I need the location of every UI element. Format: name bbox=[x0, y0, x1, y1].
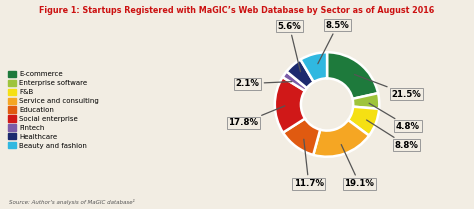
Text: 5.6%: 5.6% bbox=[278, 22, 301, 72]
Wedge shape bbox=[301, 52, 327, 82]
Wedge shape bbox=[313, 120, 369, 157]
Legend: E-commerce, Enterprise software, F&B, Service and consulting, Education, Social : E-commerce, Enterprise software, F&B, Se… bbox=[8, 71, 99, 149]
Wedge shape bbox=[348, 107, 379, 136]
Wedge shape bbox=[353, 93, 379, 109]
Wedge shape bbox=[275, 77, 305, 133]
Wedge shape bbox=[287, 60, 314, 88]
Wedge shape bbox=[327, 52, 378, 99]
Text: 19.1%: 19.1% bbox=[341, 145, 374, 189]
Text: Source: Author’s analysis of MaGIC database¹: Source: Author’s analysis of MaGIC datab… bbox=[9, 199, 136, 205]
Text: 17.8%: 17.8% bbox=[228, 106, 285, 127]
Text: 21.5%: 21.5% bbox=[355, 74, 421, 99]
Text: 8.5%: 8.5% bbox=[318, 20, 349, 64]
Wedge shape bbox=[283, 119, 320, 155]
Text: 4.8%: 4.8% bbox=[369, 103, 420, 131]
Wedge shape bbox=[283, 71, 307, 91]
Text: 11.7%: 11.7% bbox=[294, 139, 324, 189]
Text: 2.1%: 2.1% bbox=[236, 79, 292, 88]
Text: Figure 1: Startups Registered with MaGIC’s Web Database by Sector as of August 2: Figure 1: Startups Registered with MaGIC… bbox=[39, 6, 435, 15]
Text: 8.8%: 8.8% bbox=[366, 120, 419, 150]
